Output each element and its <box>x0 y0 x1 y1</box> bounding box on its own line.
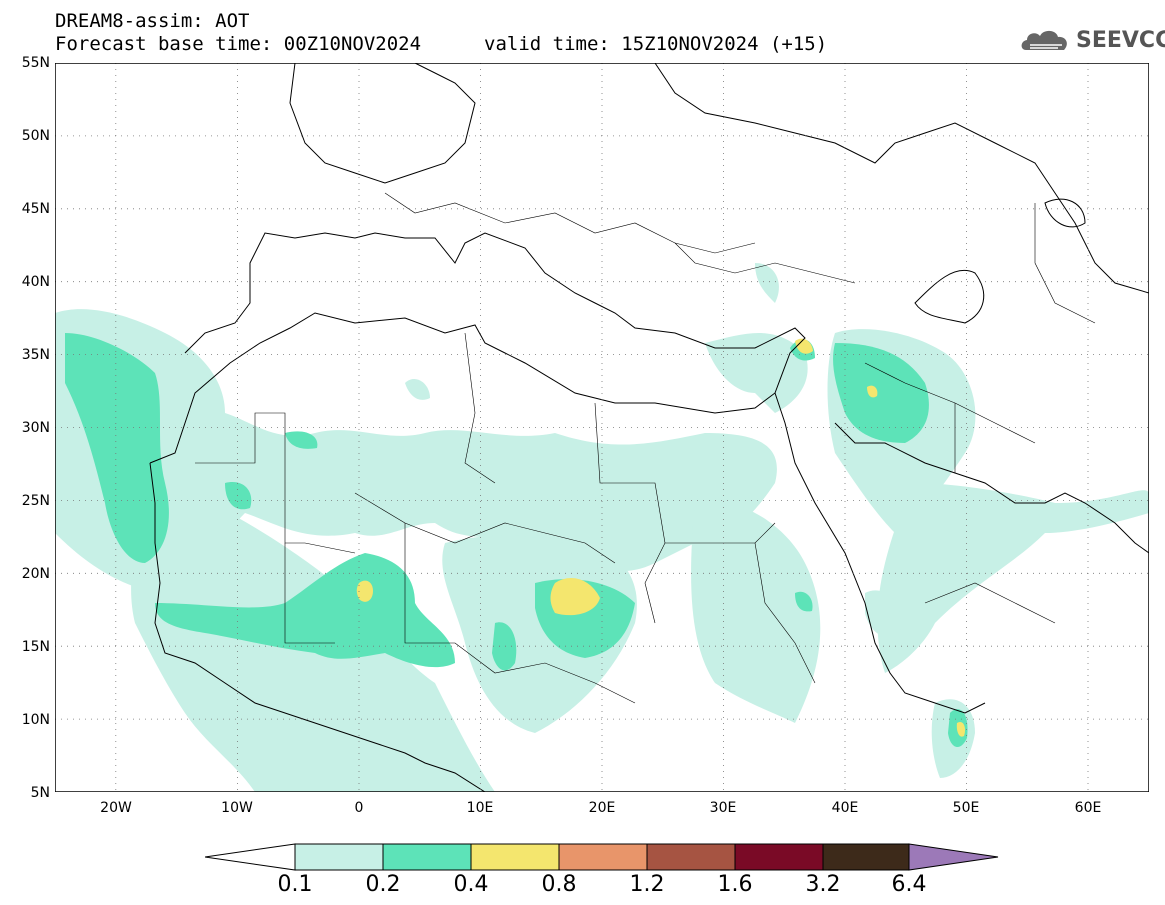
colorbar-label-1-6: 1.6 <box>717 872 753 897</box>
cloud-logo-icon <box>1021 30 1067 50</box>
colorbar-label-0-4: 0.4 <box>453 872 489 897</box>
colorbar-label-1-2: 1.2 <box>629 872 665 897</box>
lon-label-50e: 50E <box>952 800 980 816</box>
logo-text: SEEVCCC <box>1076 28 1165 53</box>
aot-shading-0-1 <box>55 263 1149 792</box>
seevccc-logo: SEEVCCC <box>1018 24 1165 58</box>
lat-label-50n: 50N <box>21 128 50 144</box>
valid-time: valid time: 15Z10NOV2024 (+15) <box>484 33 828 55</box>
lon-label-60e: 60E <box>1074 800 1102 816</box>
colorbar-segment-5 <box>646 843 736 871</box>
lat-label-5n: 5N <box>30 785 50 801</box>
lat-label-40n: 40N <box>21 274 50 290</box>
colorbar-segment-4 <box>558 843 648 871</box>
graticule <box>55 63 1149 792</box>
lat-label-25n: 25N <box>21 493 50 509</box>
forecast-base-time: Forecast base time: 00Z10NOV2024 <box>55 33 422 55</box>
lat-label-45n: 45N <box>21 201 50 217</box>
lat-label-35n: 35N <box>21 347 50 363</box>
colorbar-label-3-2: 3.2 <box>805 872 841 897</box>
lon-label-0: 0 <box>354 800 364 816</box>
colorbar-segment-3 <box>470 843 560 871</box>
aot-map <box>55 63 1149 792</box>
lon-label-10w: 10W <box>221 800 253 816</box>
lat-label-20n: 20N <box>21 566 50 582</box>
lon-label-30e: 30E <box>709 800 737 816</box>
colorbar <box>205 843 999 871</box>
colorbar-segment-1 <box>294 843 384 871</box>
colorbar-segment-0 <box>205 843 296 871</box>
lat-label-30n: 30N <box>21 420 50 436</box>
lon-label-20e: 20E <box>588 800 616 816</box>
country-borders <box>195 192 1096 704</box>
colorbar-segment-7 <box>822 843 910 871</box>
colorbar-segment-2 <box>382 843 472 871</box>
lat-label-15n: 15N <box>21 639 50 655</box>
colorbar-label-6-4: 6.4 <box>891 872 927 897</box>
lon-label-10e: 10E <box>466 800 494 816</box>
lon-label-40e: 40E <box>831 800 859 816</box>
colorbar-label-0-1: 0.1 <box>277 872 313 897</box>
lat-label-10n: 10N <box>21 712 50 728</box>
lat-label-55n: 55N <box>21 55 50 71</box>
colorbar-segment-8 <box>908 843 999 871</box>
colorbar-label-0-8: 0.8 <box>541 872 577 897</box>
aot-shading-0-4 <box>356 338 966 737</box>
lon-label-20w: 20W <box>100 800 132 816</box>
colorbar-segment-6 <box>734 843 824 871</box>
map-title: DREAM8-assim: AOT <box>55 10 250 32</box>
coastlines <box>149 63 1149 792</box>
colorbar-label-0-2: 0.2 <box>365 872 401 897</box>
